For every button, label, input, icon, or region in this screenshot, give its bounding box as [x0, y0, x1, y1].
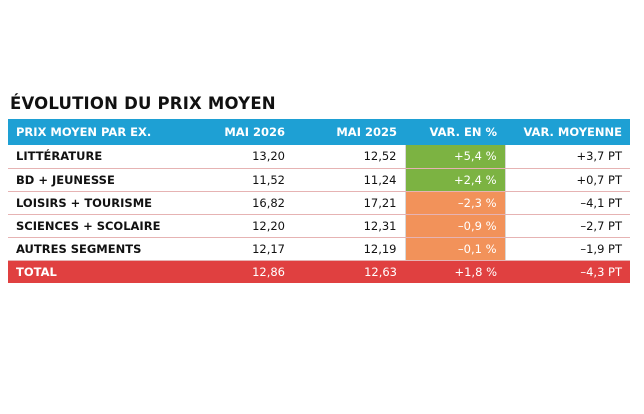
price-evolution-panel: ÉVOLUTION DU PRIX MOYEN PRIX MOYEN PAR E… [8, 94, 630, 283]
column-header-var-moyenne: VAR. MOYENNE [523, 125, 622, 139]
row-label: LOISIRS + TOURISME [8, 191, 178, 215]
value-mai-2025: 17,21 [293, 191, 405, 215]
table-row: BD + JEUNESSE 11,52 11,24 +2,4 % +0,7 PT [8, 168, 630, 192]
variation-percent: +2,4 % [404, 168, 506, 192]
total-variation-moyenne: –4,3 PT [580, 264, 622, 279]
table-row: LOISIRS + TOURISME 16,82 17,21 –2,3 % –4… [8, 191, 630, 215]
variation-percent: +5,4 % [404, 145, 506, 169]
value-mai-2026: 12,20 [178, 214, 293, 238]
total-variation-percent: +1,8 % [454, 264, 497, 279]
value-mai-2025: 12,52 [293, 145, 405, 169]
table-row: LITTÉRATURE 13,20 12,52 +5,4 % +3,7 PT [8, 145, 630, 169]
value-mai-2026: 12,17 [178, 237, 293, 261]
column-header-mai-2025: MAI 2025 [336, 125, 397, 139]
variation-moyenne: –2,7 PT [505, 214, 630, 238]
variation-moyenne: –1,9 PT [505, 237, 630, 261]
variation-percent: –2,3 % [404, 191, 506, 215]
value-mai-2025: 12,19 [293, 237, 405, 261]
variation-percent: –0,1 % [404, 237, 506, 261]
variation-percent: –0,9 % [404, 214, 506, 238]
table-row: SCIENCES + SCOLAIRE 12,20 12,31 –0,9 % –… [8, 214, 630, 238]
price-table: PRIX MOYEN PAR EX. MAI 2026 MAI 2025 VAR… [8, 119, 630, 283]
column-header-mai-2026: MAI 2026 [224, 125, 285, 139]
row-label: BD + JEUNESSE [8, 168, 178, 192]
column-header-var-pct: VAR. EN % [429, 125, 497, 139]
total-label: TOTAL [16, 264, 57, 279]
value-mai-2026: 11,52 [178, 168, 293, 192]
variation-moyenne: +3,7 PT [505, 145, 630, 169]
table-row: AUTRES SEGMENTS 12,17 12,19 –0,1 % –1,9 … [8, 237, 630, 261]
variation-moyenne: –4,1 PT [505, 191, 630, 215]
table-title: ÉVOLUTION DU PRIX MOYEN [10, 94, 276, 113]
table-header-row: PRIX MOYEN PAR EX. MAI 2026 MAI 2025 VAR… [8, 119, 630, 145]
total-mai-2025: 12,63 [364, 264, 397, 279]
value-mai-2025: 11,24 [293, 168, 405, 192]
value-mai-2025: 12,31 [293, 214, 405, 238]
total-row: TOTAL 12,86 12,63 +1,8 % –4,3 PT [8, 260, 630, 283]
value-mai-2026: 13,20 [178, 145, 293, 169]
column-header-segment: PRIX MOYEN PAR EX. [16, 125, 152, 139]
variation-moyenne: +0,7 PT [505, 168, 630, 192]
row-label: AUTRES SEGMENTS [8, 237, 178, 261]
row-label: LITTÉRATURE [8, 145, 178, 169]
total-mai-2026: 12,86 [252, 264, 285, 279]
value-mai-2026: 16,82 [178, 191, 293, 215]
row-label: SCIENCES + SCOLAIRE [8, 214, 178, 238]
